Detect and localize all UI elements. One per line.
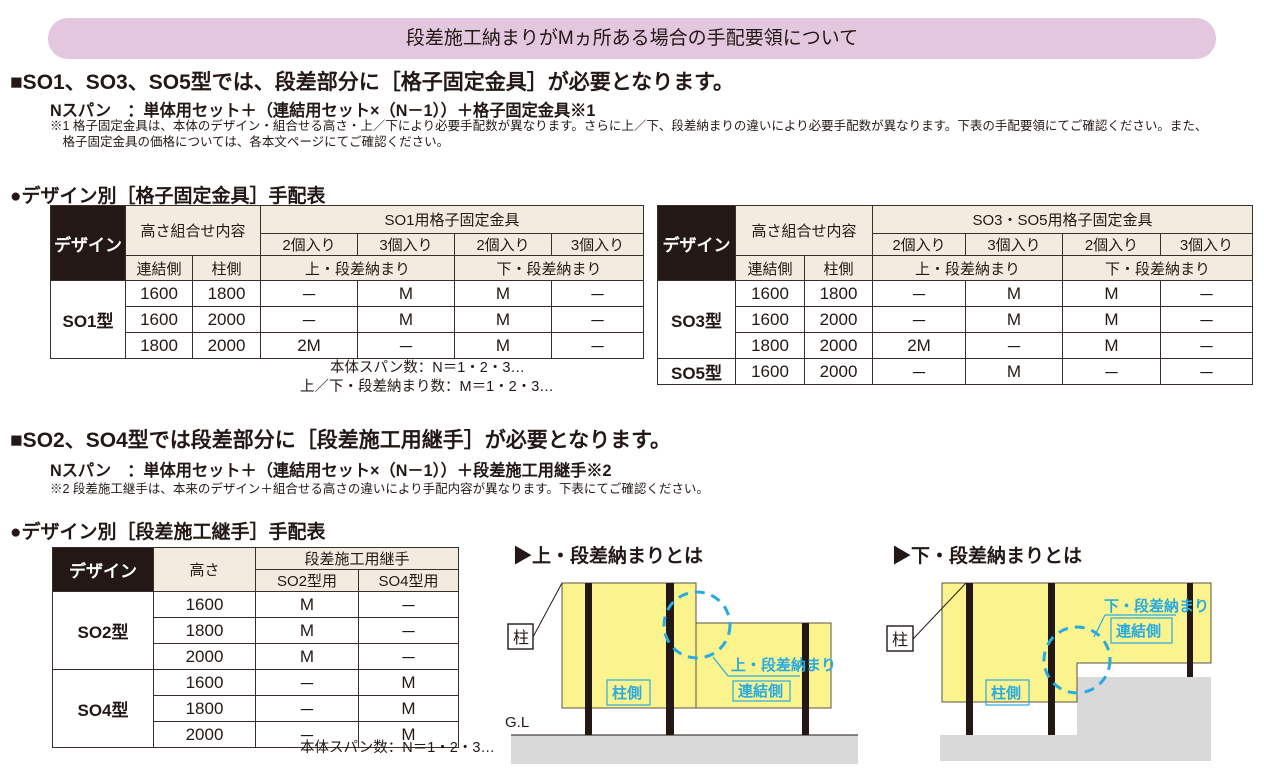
svg-text:▶下・段差納まりとは: ▶下・段差納まりとは: [892, 544, 1082, 567]
svg-text:下・段差納まり: 下・段差納まり: [1104, 597, 1209, 615]
svg-text:連結側: 連結側: [1116, 622, 1161, 640]
svg-text:柱: 柱: [892, 631, 908, 649]
svg-text:▶上・段差納まりとは: ▶上・段差納まりとは: [513, 544, 703, 567]
svg-text:柱: 柱: [513, 629, 529, 647]
svg-text:柱側: 柱側: [612, 684, 642, 702]
svg-text:連結側: 連結側: [738, 682, 783, 700]
svg-text:柱側: 柱側: [991, 684, 1021, 702]
svg-text:G.L: G.L: [505, 714, 529, 731]
svg-text:上・段差納まり: 上・段差納まり: [731, 656, 836, 674]
